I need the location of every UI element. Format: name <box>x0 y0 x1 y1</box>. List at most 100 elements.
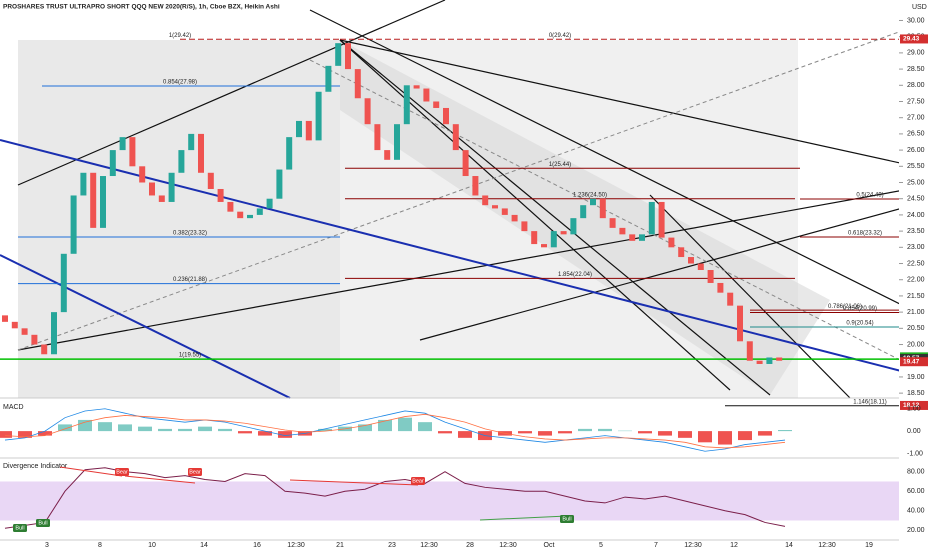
y-tick-label: 27.50 <box>907 98 925 105</box>
y-tick-label: 28.00 <box>907 82 925 89</box>
macd-bar <box>258 431 272 436</box>
macd-bar <box>658 431 672 436</box>
candle <box>149 182 155 196</box>
divergence-tag <box>411 477 425 485</box>
level-label: 0.9(20.54) <box>846 321 873 327</box>
x-tick-label: 14 <box>200 542 208 549</box>
candle <box>727 292 734 306</box>
y-tick-label: 24.00 <box>907 212 925 219</box>
axis-bg <box>899 0 932 550</box>
candle <box>21 328 28 335</box>
blue-trend <box>0 254 291 399</box>
y-tick-label: 26.00 <box>907 147 925 154</box>
level-label: 0.854(27.98) <box>163 80 197 86</box>
candle <box>433 101 440 108</box>
x-tick-label: 12:30 <box>287 542 305 549</box>
x-tick-label: 12:30 <box>420 542 438 549</box>
level-label: 0.236(21.88) <box>173 277 207 283</box>
candle <box>776 357 783 361</box>
candle <box>541 244 547 248</box>
y-tick-label: -1.00 <box>907 450 923 457</box>
y-tick-label: 22.00 <box>907 277 925 284</box>
trend-line <box>17 184 932 351</box>
macd-bar <box>178 428 192 432</box>
trend-lines <box>17 0 932 399</box>
divergence-band <box>0 481 899 521</box>
candle <box>678 247 685 258</box>
candle <box>207 172 214 189</box>
y-tick-label: 23.00 <box>907 244 925 251</box>
divergence-link <box>59 466 123 477</box>
candle <box>139 166 146 183</box>
macd-bar <box>198 426 212 432</box>
candle <box>462 150 469 177</box>
y-tick-label: 0.00 <box>907 428 921 435</box>
divergence-link <box>289 479 419 486</box>
candle <box>217 188 224 202</box>
candle <box>599 198 606 219</box>
candle <box>590 198 596 206</box>
candle <box>374 124 381 151</box>
divergence-tag-label: Bull <box>15 525 24 531</box>
candle <box>482 195 489 206</box>
candle <box>364 98 371 125</box>
divergence-tag-label: Bear <box>189 469 201 475</box>
x-tick-label: 5 <box>599 542 603 549</box>
x-tick-label: 7 <box>654 542 658 549</box>
candle <box>394 124 400 160</box>
macd-bar <box>378 419 392 432</box>
y-tick-label: 60.00 <box>907 488 925 495</box>
level-label: 0.5(24.49) <box>856 193 883 199</box>
level-label: 1.236(24.50) <box>573 192 607 198</box>
candle <box>550 231 557 248</box>
macd-bar <box>598 428 612 432</box>
macd-bar <box>698 431 712 443</box>
x-tick-label: 28 <box>466 542 474 549</box>
macd-bar <box>118 424 132 432</box>
x-tick-label: 12:30 <box>499 542 517 549</box>
y-tick-label: 23.50 <box>907 228 925 235</box>
candle <box>492 205 498 209</box>
divergence-tag <box>115 468 129 476</box>
candle <box>511 214 518 222</box>
candle <box>345 43 351 70</box>
y-tick-label: 24.50 <box>907 196 925 203</box>
candle <box>403 85 410 125</box>
macd-bar <box>738 431 752 441</box>
macd-bar <box>458 431 472 438</box>
candle <box>100 176 106 228</box>
blue-trend <box>0 139 906 373</box>
candle <box>237 211 244 219</box>
divergence-tag-label: Bull <box>38 520 47 526</box>
candle <box>129 137 136 167</box>
candle <box>286 137 293 170</box>
x-tick-label: 16 <box>253 542 261 549</box>
divergence-tag <box>560 515 574 523</box>
macd-line <box>4 413 786 449</box>
macd-bar <box>358 424 372 432</box>
candle <box>158 195 165 202</box>
divergence-tag <box>36 519 50 527</box>
level-label: 0.854(20.99) <box>843 306 877 312</box>
macd-bar <box>238 431 252 434</box>
macd-bar <box>718 431 732 445</box>
macd-bar <box>98 422 112 432</box>
macd-bar <box>558 431 572 434</box>
level-label: 0(29.42) <box>549 33 571 39</box>
y-tick-label: 40.00 <box>907 508 925 515</box>
candle <box>639 234 645 241</box>
candle <box>766 357 773 364</box>
price-badge-label: 29.43 <box>903 36 920 43</box>
price-badge-label: 19.47 <box>903 358 920 365</box>
x-tick-label: 14 <box>785 542 793 549</box>
y-tick-label: 21.50 <box>907 293 925 300</box>
macd-bar <box>418 422 432 432</box>
candle <box>51 312 57 355</box>
candle <box>697 263 704 270</box>
divergence-tag <box>188 468 202 476</box>
y-tick-label: 18.50 <box>907 390 925 397</box>
candle <box>756 360 763 364</box>
trend-line <box>339 39 932 171</box>
macd-bar <box>158 428 172 432</box>
candle <box>560 231 567 235</box>
